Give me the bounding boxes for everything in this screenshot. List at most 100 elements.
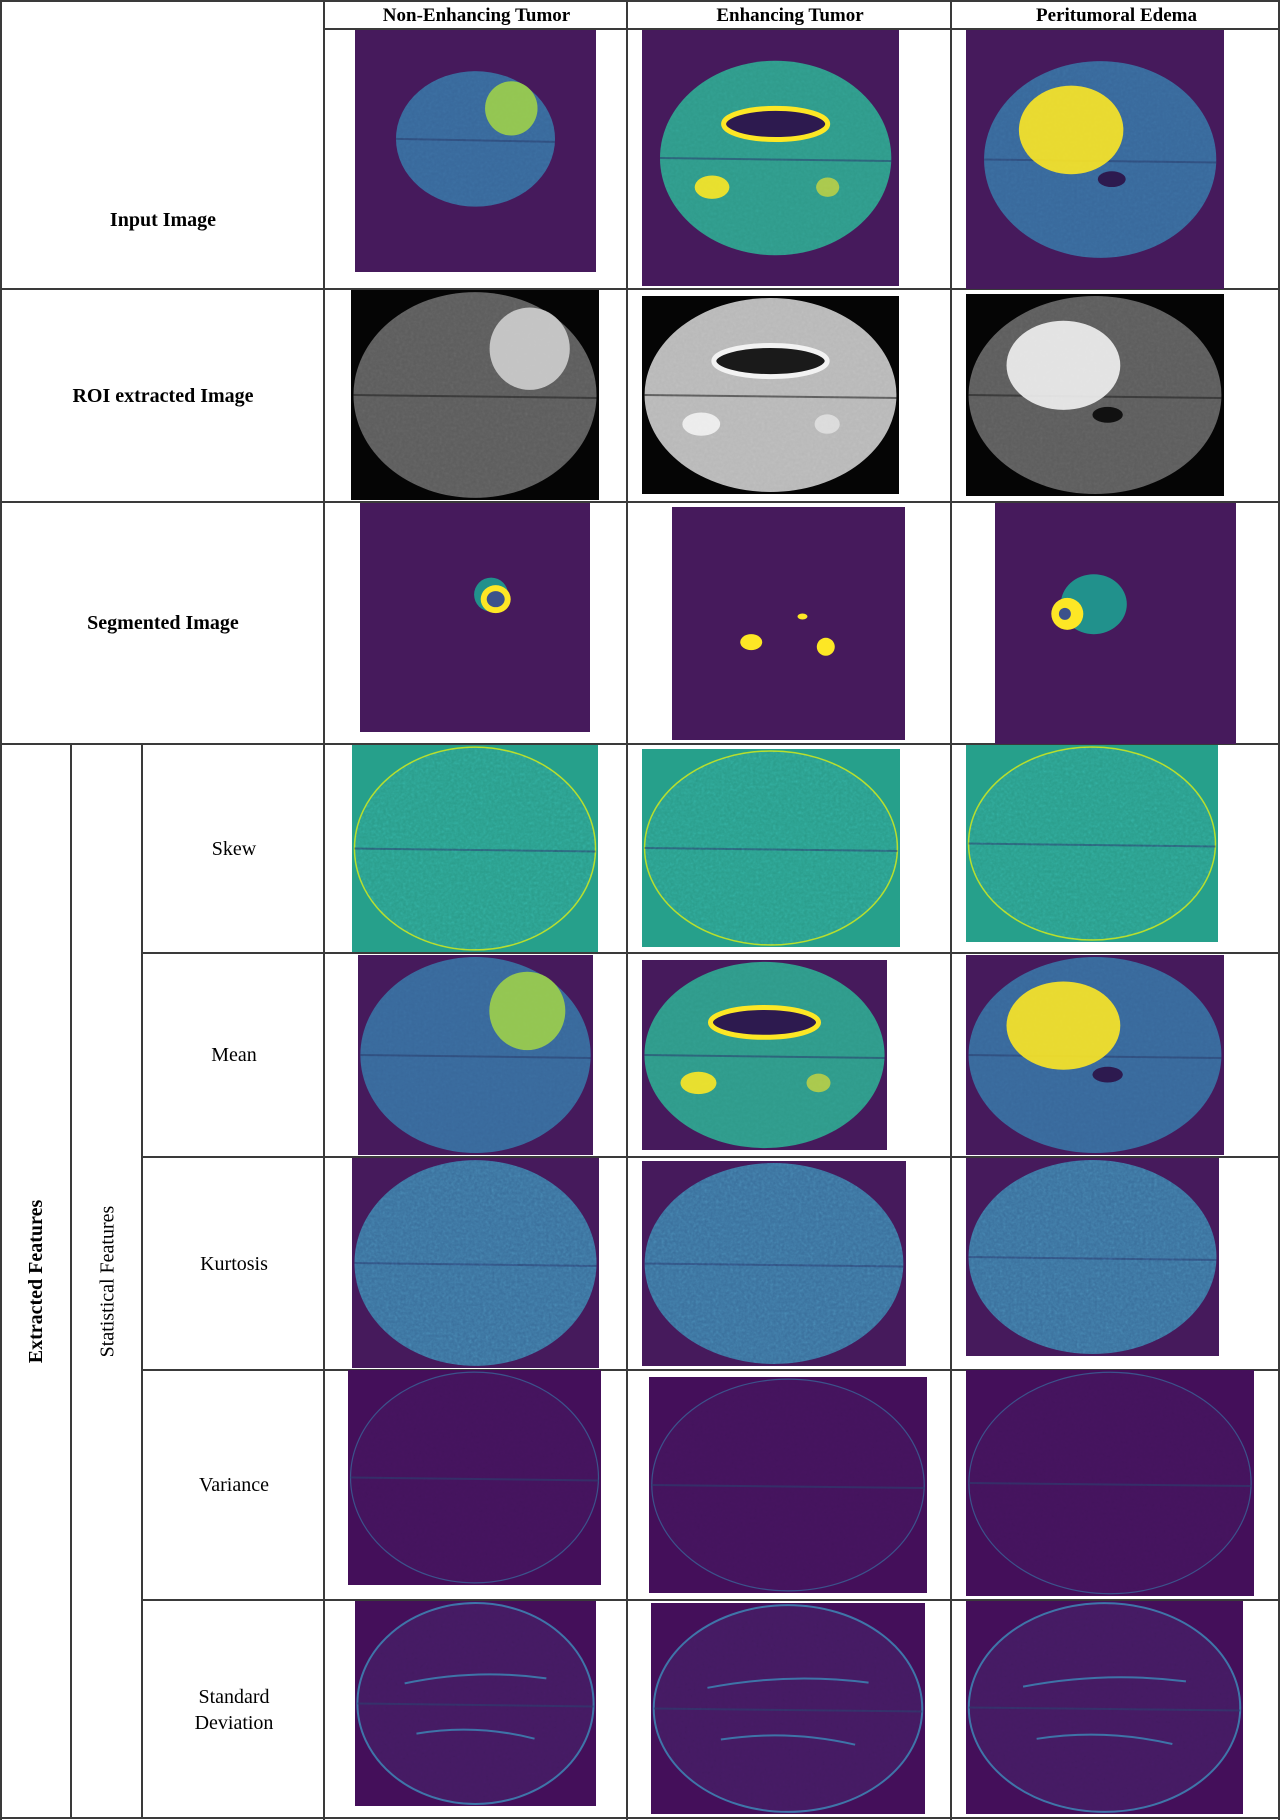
ventricle [1092, 1066, 1123, 1083]
texture [968, 1603, 1241, 1812]
table-border-bottom [0, 1817, 1280, 1819]
viridis-variance-map-image-enhancing [649, 1377, 927, 1593]
row-divider [142, 952, 1280, 954]
viridis-skew-map-image-edema [966, 745, 1218, 942]
texture [659, 60, 892, 256]
row-divider [0, 288, 1280, 290]
texture [968, 1159, 1217, 1355]
texture [644, 750, 898, 946]
feature-label-variance: Variance [199, 1474, 269, 1496]
table-border-right [1278, 0, 1280, 1820]
column-divider [323, 0, 325, 1820]
subgroup-label-statistical-features: Statistical Features [96, 1205, 119, 1358]
ventricle [721, 105, 831, 143]
viridis-std-map-image-edema [966, 1601, 1243, 1814]
image-background [672, 507, 905, 740]
viridis-skew-map-image-non-enhancing [352, 745, 598, 952]
texture [651, 1379, 925, 1591]
texture [968, 746, 1216, 941]
viridis-std-map-image-non-enhancing [355, 1601, 596, 1806]
ventricle [711, 343, 830, 380]
viridis-input-image-non-enhancing [355, 30, 596, 272]
row-divider [0, 743, 1280, 745]
texture [357, 1603, 594, 1804]
edge-trace [404, 1673, 547, 1685]
edema-region [1006, 981, 1121, 1070]
enhancing-spot [814, 414, 840, 434]
texture [653, 1605, 923, 1812]
tumor-region [489, 307, 570, 390]
enhancing-spot [682, 412, 721, 436]
edema-region [1018, 85, 1124, 175]
tumor-region [485, 81, 538, 136]
edge-trace [720, 1734, 856, 1746]
grayscale-roi-image-non-enhancing [351, 290, 599, 500]
column-header-non-enhancing-tumor: Non-Enhancing Tumor [382, 4, 571, 26]
feature-label-mean: Mean [211, 1044, 257, 1066]
texture [644, 1163, 904, 1364]
viridis-kurtosis-map-image-enhancing [642, 1161, 906, 1366]
segment-core [486, 591, 505, 608]
column-header-peritumoral-edema: Peritumoral Edema [1036, 4, 1197, 26]
texture [644, 297, 897, 493]
viridis-mean-map-image-non-enhancing [358, 955, 593, 1155]
segment-core [1058, 607, 1071, 620]
image-background [360, 503, 590, 732]
column-divider [70, 743, 72, 1819]
enhancing-spot [816, 177, 840, 197]
viridis-kurtosis-map-image-non-enhancing [352, 1158, 599, 1368]
row-divider [142, 1599, 1280, 1601]
table-border-left [0, 0, 2, 1820]
column-divider [626, 0, 628, 1820]
header-divider [324, 28, 1280, 30]
grayscale-roi-image-enhancing [642, 296, 899, 494]
segment-enhancing [797, 613, 808, 620]
viridis-segmentation-image-non-enhancing [360, 503, 590, 732]
texture [968, 1372, 1252, 1594]
tumor-region [489, 971, 566, 1051]
viridis-kurtosis-map-image-edema [966, 1158, 1219, 1356]
enhancing-spot [680, 1071, 717, 1095]
edge-trace [416, 1728, 535, 1740]
row-divider [142, 1156, 1280, 1158]
row-label-segmented-image: Segmented Image [87, 612, 239, 634]
table-border-top [0, 0, 1280, 2]
edge-trace [1036, 1733, 1173, 1746]
viridis-variance-map-image-edema [966, 1370, 1254, 1596]
viridis-mean-map-image-edema [966, 955, 1224, 1155]
viridis-skew-map-image-enhancing [642, 749, 900, 947]
row-label-roi-extracted-image: ROI extracted Image [72, 384, 254, 407]
viridis-segmentation-image-enhancing [672, 507, 905, 740]
texture [354, 747, 596, 950]
enhancing-spot [694, 175, 730, 199]
column-divider [950, 0, 952, 1820]
group-label-extracted-features: Extracted Features [25, 1199, 47, 1364]
ventricle [1097, 171, 1126, 188]
viridis-segmentation-image-edema [995, 503, 1236, 744]
segment-enhancing [816, 637, 835, 656]
row-label-input-image: Input Image [109, 208, 217, 231]
row-divider [0, 501, 1280, 503]
feature-label-kurtosis: Kurtosis [200, 1252, 268, 1275]
row-divider [142, 1369, 1280, 1371]
edema-region [1006, 320, 1121, 410]
column-divider [141, 743, 143, 1819]
texture [354, 1160, 597, 1366]
segment-enhancing [740, 634, 763, 651]
texture [350, 1372, 599, 1583]
viridis-mean-map-image-enhancing [642, 960, 887, 1150]
column-header-enhancing-tumor: Enhancing Tumor [716, 4, 864, 26]
edge-trace [1022, 1676, 1187, 1688]
edge-trace [707, 1677, 869, 1689]
viridis-input-image-enhancing [642, 30, 899, 286]
viridis-input-image-edema [966, 30, 1224, 289]
viridis-variance-map-image-non-enhancing [348, 1370, 601, 1585]
texture [644, 961, 885, 1149]
grayscale-roi-image-edema [966, 294, 1224, 496]
enhancing-spot [806, 1073, 831, 1093]
feature-label-standard-deviation: Standard Deviation [194, 1685, 274, 1734]
viridis-std-map-image-enhancing [651, 1603, 925, 1814]
ventricle [707, 1005, 822, 1040]
ventricle [1092, 406, 1123, 423]
